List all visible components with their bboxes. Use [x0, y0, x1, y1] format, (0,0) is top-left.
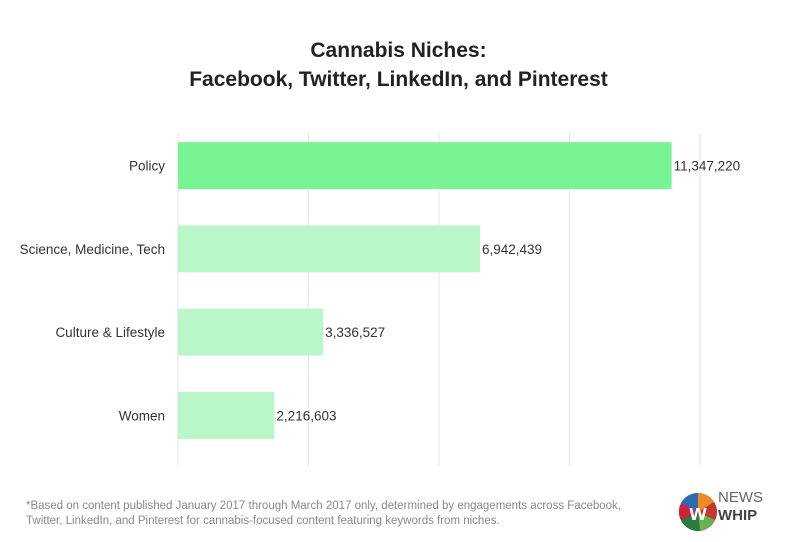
newswhip-logo: w NEWS WHIP — [676, 490, 796, 534]
category-label: Policy — [129, 159, 165, 174]
category-label: Culture & Lifestyle — [55, 325, 165, 340]
category-label: Science, Medicine, Tech — [20, 242, 165, 257]
bar — [178, 225, 480, 273]
bar — [178, 308, 324, 356]
svg-text:w: w — [688, 500, 707, 525]
data-label: 2,216,603 — [276, 408, 336, 423]
bar-chart: Policy 11,347,220 Science, Medicine, Tech 6… — [20, 133, 741, 466]
footnote: *Based on content published January 2017… — [26, 500, 621, 527]
category-label: Women — [119, 408, 165, 423]
logo-text-news: NEWS — [718, 489, 763, 506]
data-label: 11,347,220 — [674, 159, 741, 174]
logo-wheel-icon: w — [678, 492, 717, 532]
bar — [178, 391, 275, 439]
bar — [178, 142, 672, 190]
data-label: 6,942,439 — [482, 242, 542, 257]
data-label: 3,336,527 — [325, 325, 385, 340]
chart-title: Cannabis Niches: Facebook, Twitter, Link… — [189, 39, 608, 91]
logo-text-whip: WHIP — [718, 507, 758, 524]
